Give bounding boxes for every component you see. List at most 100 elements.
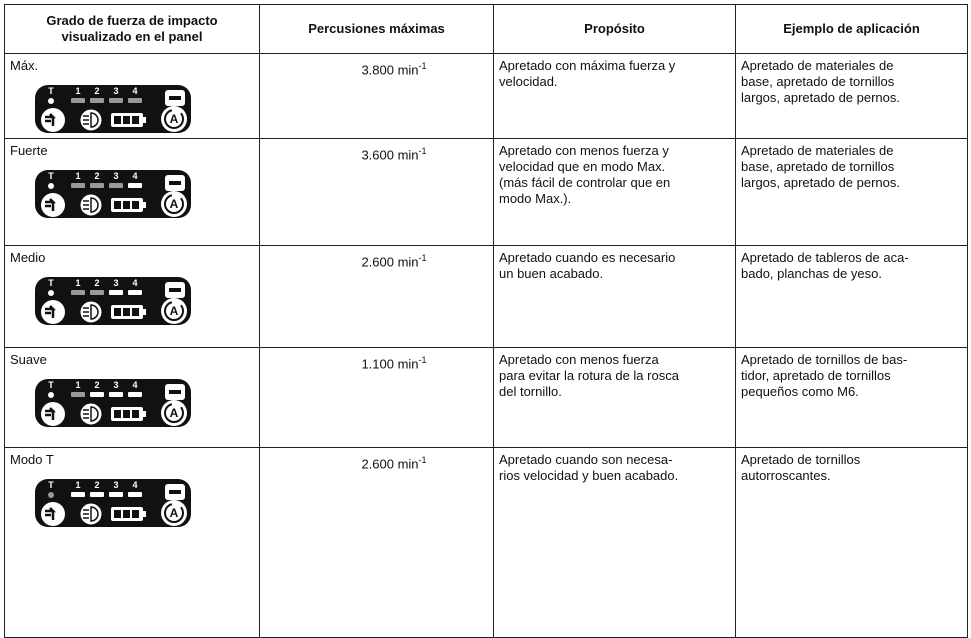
- panel-battery-cell: [114, 116, 121, 124]
- grade: Suave: [10, 352, 47, 367]
- panel-icon: T 1 2 3 4 A: [35, 170, 191, 218]
- speed-cell: 2.600 min-1: [259, 245, 494, 348]
- panel-symbol: [83, 506, 99, 522]
- panel-led: [48, 98, 54, 104]
- panel-symbol: [45, 198, 57, 211]
- purpose-cell: Apretado con menos fuerza y velocidad qu…: [493, 138, 736, 246]
- panel-symbol: [45, 113, 57, 126]
- purpose-cell: Apretado cuando son necesa- rios velocid…: [493, 447, 736, 638]
- panel-label: 4: [132, 278, 137, 288]
- panel-body: [35, 277, 191, 325]
- grade-cell: Fuerte T 1 2 3 4 A: [4, 138, 260, 246]
- panel-symbol: [45, 407, 57, 420]
- panel-button-bar: [169, 96, 181, 100]
- panel-bar: [128, 183, 142, 188]
- example-cell: Apretado de materiales de base, apretado…: [735, 53, 968, 139]
- grade: Fuerte: [10, 143, 48, 158]
- purpose-cell: Apretado con menos fuerza para evitar la…: [493, 347, 736, 448]
- panel-bar: [109, 492, 123, 497]
- table-row: Medio T 1 2 3 4 A 2.600 min-1 Apretado cuando es…: [4, 245, 968, 348]
- panel-symbol: [164, 503, 184, 523]
- grade: Máx.: [10, 58, 39, 73]
- panel-symbol: [45, 507, 57, 520]
- panel-led: [48, 290, 54, 296]
- panel-label: 1: [75, 480, 80, 490]
- panel-battery-cell: [132, 510, 139, 518]
- panel-label: T: [48, 171, 54, 181]
- panel-bar: [71, 392, 85, 397]
- speed-cell: 3.800 min-1: [259, 53, 494, 139]
- panel-bar: [90, 183, 104, 188]
- panel-label: 3: [113, 480, 118, 490]
- panel-battery-cell: [123, 308, 130, 316]
- panel-label: A: [170, 304, 179, 318]
- panel-bar: [109, 183, 123, 188]
- panel-bar: [90, 392, 104, 397]
- panel-label: 4: [132, 380, 137, 390]
- panel-label: T: [48, 86, 54, 96]
- panel-label: 1: [75, 171, 80, 181]
- panel-label: 3: [113, 380, 118, 390]
- panel-button-bar: [169, 181, 181, 185]
- panel-bar: [71, 183, 85, 188]
- panel-symbol: [45, 305, 57, 318]
- example-cell: Apretado de tornillos autorroscantes.: [735, 447, 968, 638]
- panel-battery-cell: [114, 510, 121, 518]
- panel-symbol: [83, 112, 99, 128]
- speed-cell: 3.600 min-1: [259, 138, 494, 246]
- example-cell: Apretado de tornillos de bas- tidor, apr…: [735, 347, 968, 448]
- panel-bar: [109, 98, 123, 103]
- panel-label: 4: [132, 171, 137, 181]
- panel-label: A: [170, 112, 179, 126]
- panel-button-bar: [169, 490, 181, 494]
- panel-battery-cell: [114, 410, 121, 418]
- panel-bar: [71, 290, 85, 295]
- grade: Medio: [10, 250, 46, 265]
- header-cell: Grado de fuerza de impacto visualizado e…: [4, 4, 260, 54]
- speed: 1.100 min: [361, 356, 419, 372]
- grade-cell: Modo T T 1 2 3 4 A: [4, 447, 260, 638]
- mode-table: Grado de fuerza de impacto visualizado e…: [4, 4, 968, 638]
- speed-exponent: -1: [418, 355, 427, 365]
- speed-cell: 1.100 min-1: [259, 347, 494, 448]
- panel-battery-cell: [123, 510, 130, 518]
- panel-label: 2: [94, 86, 99, 96]
- panel-label: A: [170, 197, 179, 211]
- panel-label: T: [48, 480, 54, 490]
- panel-label: 3: [113, 86, 118, 96]
- speed: 3.800 min: [361, 62, 419, 78]
- panel-led: [48, 492, 54, 498]
- panel-label: 3: [113, 171, 118, 181]
- speed-exponent: -1: [418, 253, 427, 263]
- panel-symbol: [83, 304, 99, 320]
- panel-label: 2: [94, 278, 99, 288]
- panel-battery-cell: [114, 308, 121, 316]
- panel-label: 4: [132, 480, 137, 490]
- panel-led: [48, 392, 54, 398]
- panel-label: A: [170, 406, 179, 420]
- panel-bar: [128, 290, 142, 295]
- panel-button-bar: [169, 288, 181, 292]
- panel-label: 1: [75, 278, 80, 288]
- panel-battery-cell: [123, 410, 130, 418]
- grade-cell: Medio T 1 2 3 4 A: [4, 245, 260, 348]
- purpose-cell: Apretado cuando es necesario un buen aca…: [493, 245, 736, 348]
- panel-battery-cell: [132, 116, 139, 124]
- example-cell: Apretado de tableros de aca- bado, planc…: [735, 245, 968, 348]
- panel-bar: [109, 392, 123, 397]
- panel-symbol: [83, 197, 99, 213]
- panel-body: [35, 379, 191, 427]
- table-row: Fuerte T 1 2 3 4 A 3.600 min-1 Apretado con meno…: [4, 138, 968, 246]
- panel-label: 2: [94, 171, 99, 181]
- panel-icon: T 1 2 3 4 A: [35, 479, 191, 527]
- header-cell: Propósito: [493, 4, 736, 54]
- grade: Modo T: [10, 452, 54, 467]
- panel-label: 3: [113, 278, 118, 288]
- panel-label: 1: [75, 86, 80, 96]
- panel-symbol: [164, 109, 184, 129]
- panel-icon: T 1 2 3 4 A: [35, 85, 191, 133]
- panel-battery-tip: [143, 117, 146, 123]
- header-cell: Ejemplo de aplicación: [735, 4, 968, 54]
- panel-bar: [71, 98, 85, 103]
